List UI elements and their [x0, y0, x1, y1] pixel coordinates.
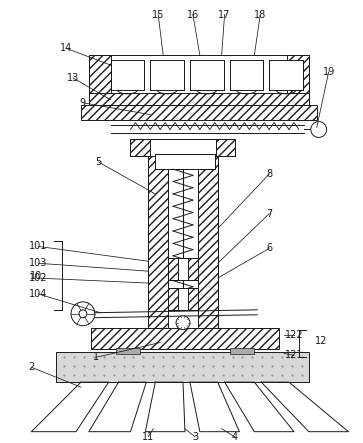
Polygon shape [261, 382, 348, 431]
Bar [178, 288, 188, 310]
Text: 8: 8 [266, 169, 272, 179]
Bar [168, 140, 198, 328]
Bar [178, 258, 198, 280]
Text: 2: 2 [28, 362, 34, 372]
Bar [287, 55, 309, 105]
Bar [178, 258, 188, 280]
Circle shape [176, 316, 190, 330]
Polygon shape [31, 382, 109, 431]
Text: 101: 101 [29, 241, 48, 252]
Text: 121: 121 [285, 350, 303, 361]
Text: 7: 7 [266, 209, 272, 219]
Bar [89, 93, 309, 105]
Text: 5: 5 [95, 157, 102, 167]
Bar [216, 140, 236, 156]
Bar [269, 60, 303, 90]
Text: 3: 3 [192, 431, 198, 442]
Bar [91, 328, 279, 350]
Text: 14: 14 [60, 43, 72, 53]
Circle shape [311, 121, 327, 137]
Bar [168, 288, 188, 310]
Text: 12: 12 [314, 335, 327, 346]
Bar [198, 140, 218, 328]
Bar [115, 349, 140, 354]
Bar [130, 140, 236, 156]
Circle shape [79, 310, 87, 318]
Bar [130, 140, 150, 156]
Polygon shape [225, 382, 294, 431]
Bar [89, 55, 111, 105]
Bar [229, 349, 254, 354]
Text: 4: 4 [232, 431, 237, 442]
Text: 102: 102 [29, 273, 48, 283]
Text: 103: 103 [29, 258, 48, 268]
Text: 18: 18 [254, 10, 266, 19]
Bar [190, 60, 224, 90]
Text: 11: 11 [142, 431, 154, 442]
Bar [168, 258, 188, 280]
Bar [148, 140, 168, 328]
Text: 104: 104 [29, 289, 48, 299]
Polygon shape [190, 382, 240, 431]
Text: 16: 16 [187, 10, 199, 19]
Bar [111, 60, 144, 90]
Polygon shape [145, 382, 185, 431]
Text: 17: 17 [219, 10, 231, 19]
Text: 122: 122 [285, 330, 303, 340]
Bar [229, 60, 263, 90]
Bar [56, 353, 309, 382]
Polygon shape [89, 382, 146, 431]
Text: 13: 13 [67, 73, 79, 83]
Bar [150, 60, 184, 90]
Bar [81, 105, 317, 120]
Text: 9: 9 [80, 98, 86, 108]
Bar [155, 154, 215, 169]
Text: 6: 6 [266, 243, 272, 253]
Circle shape [71, 302, 95, 326]
Text: 19: 19 [322, 67, 335, 77]
Text: 1: 1 [93, 352, 99, 362]
Text: 15: 15 [152, 10, 164, 19]
Text: 10: 10 [30, 271, 42, 281]
Bar [178, 288, 198, 310]
